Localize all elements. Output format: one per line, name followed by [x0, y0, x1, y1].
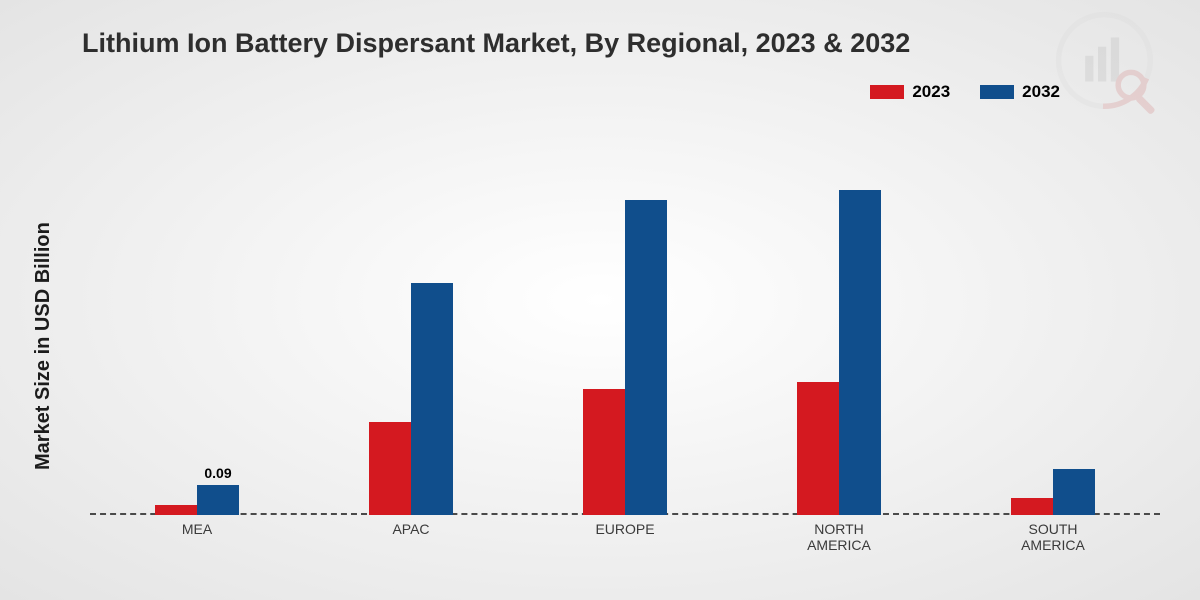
bar-2032	[1053, 469, 1095, 515]
legend-label: 2023	[912, 82, 950, 102]
watermark-logo	[1054, 10, 1164, 120]
bar-group	[1011, 150, 1095, 515]
bar-group	[369, 150, 453, 515]
bar-2032	[411, 283, 453, 515]
data-label: 0.09	[193, 465, 243, 481]
bar-2023	[1011, 498, 1053, 515]
plot-area: MEAAPACEUROPENORTHAMERICASOUTHAMERICA0.0…	[90, 150, 1160, 515]
bar-2023	[155, 505, 197, 515]
bar-group	[797, 150, 881, 515]
x-category-label: MEA	[127, 521, 267, 537]
bar-2032	[197, 485, 239, 515]
chart-title: Lithium Ion Battery Dispersant Market, B…	[82, 28, 910, 59]
bar-group	[583, 150, 667, 515]
x-category-label: NORTHAMERICA	[769, 521, 909, 553]
legend-item: 2032	[980, 82, 1060, 102]
y-axis-label: Market Size in USD Billion	[32, 222, 55, 470]
chart-canvas: Lithium Ion Battery Dispersant Market, B…	[0, 0, 1200, 600]
bar-2032	[625, 200, 667, 515]
bar-2032	[839, 190, 881, 515]
legend-label: 2032	[1022, 82, 1060, 102]
legend: 2023 2032	[870, 82, 1060, 102]
x-category-label: EUROPE	[555, 521, 695, 537]
bar-2023	[369, 422, 411, 515]
x-category-label: SOUTHAMERICA	[983, 521, 1123, 553]
legend-item: 2023	[870, 82, 950, 102]
bar-2023	[797, 382, 839, 515]
legend-swatch	[870, 85, 904, 99]
bar-group	[155, 150, 239, 515]
legend-swatch	[980, 85, 1014, 99]
x-category-label: APAC	[341, 521, 481, 537]
bar-2023	[583, 389, 625, 515]
